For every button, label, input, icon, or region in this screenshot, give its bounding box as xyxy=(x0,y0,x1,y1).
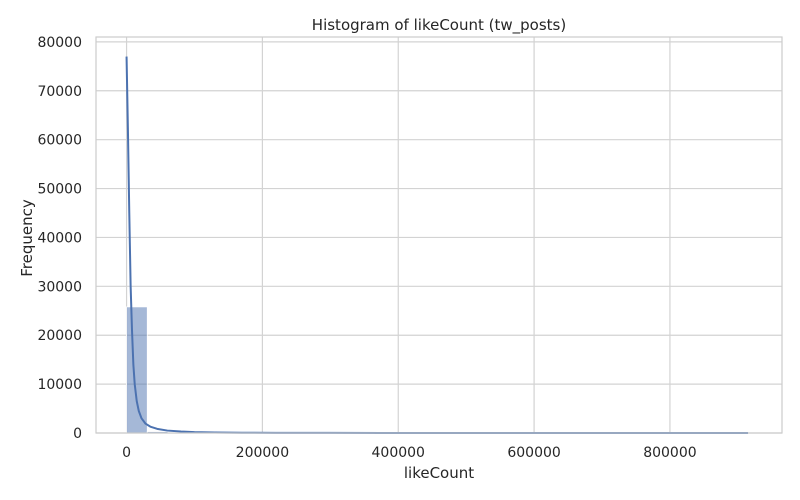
y-tick-label: 40000 xyxy=(37,230,82,246)
histogram-bars xyxy=(126,306,749,434)
y-tick-label: 10000 xyxy=(37,377,82,393)
x-tick-label: 600000 xyxy=(507,445,560,461)
y-tick-label: 80000 xyxy=(37,35,82,51)
histogram-bar xyxy=(126,306,148,434)
x-axis-ticks: 0 200000 400000 600000 800000 xyxy=(122,445,697,461)
y-tick-label: 70000 xyxy=(37,84,82,100)
y-tick-label: 30000 xyxy=(37,279,82,295)
x-axis-label: likeCount xyxy=(404,464,474,482)
plot-frame xyxy=(95,36,783,434)
y-tick-label: 60000 xyxy=(37,133,82,149)
x-tick-label: 400000 xyxy=(372,445,425,461)
x-tick-label: 200000 xyxy=(236,445,289,461)
chart-title: Histogram of likeCount (tw_posts) xyxy=(312,16,566,35)
y-axis-label: Frequency xyxy=(18,199,36,277)
kde-curve xyxy=(125,56,749,434)
y-tick-label: 20000 xyxy=(37,328,82,344)
kde-line xyxy=(125,56,749,434)
y-tick-label: 0 xyxy=(73,426,82,442)
y-tick-label: 50000 xyxy=(37,182,82,198)
grid-lines xyxy=(96,37,782,434)
x-tick-label: 800000 xyxy=(643,445,696,461)
x-tick-label: 0 xyxy=(122,445,131,461)
y-axis-ticks: 0 10000 20000 30000 40000 50000 60000 70000 8000… xyxy=(37,35,82,442)
